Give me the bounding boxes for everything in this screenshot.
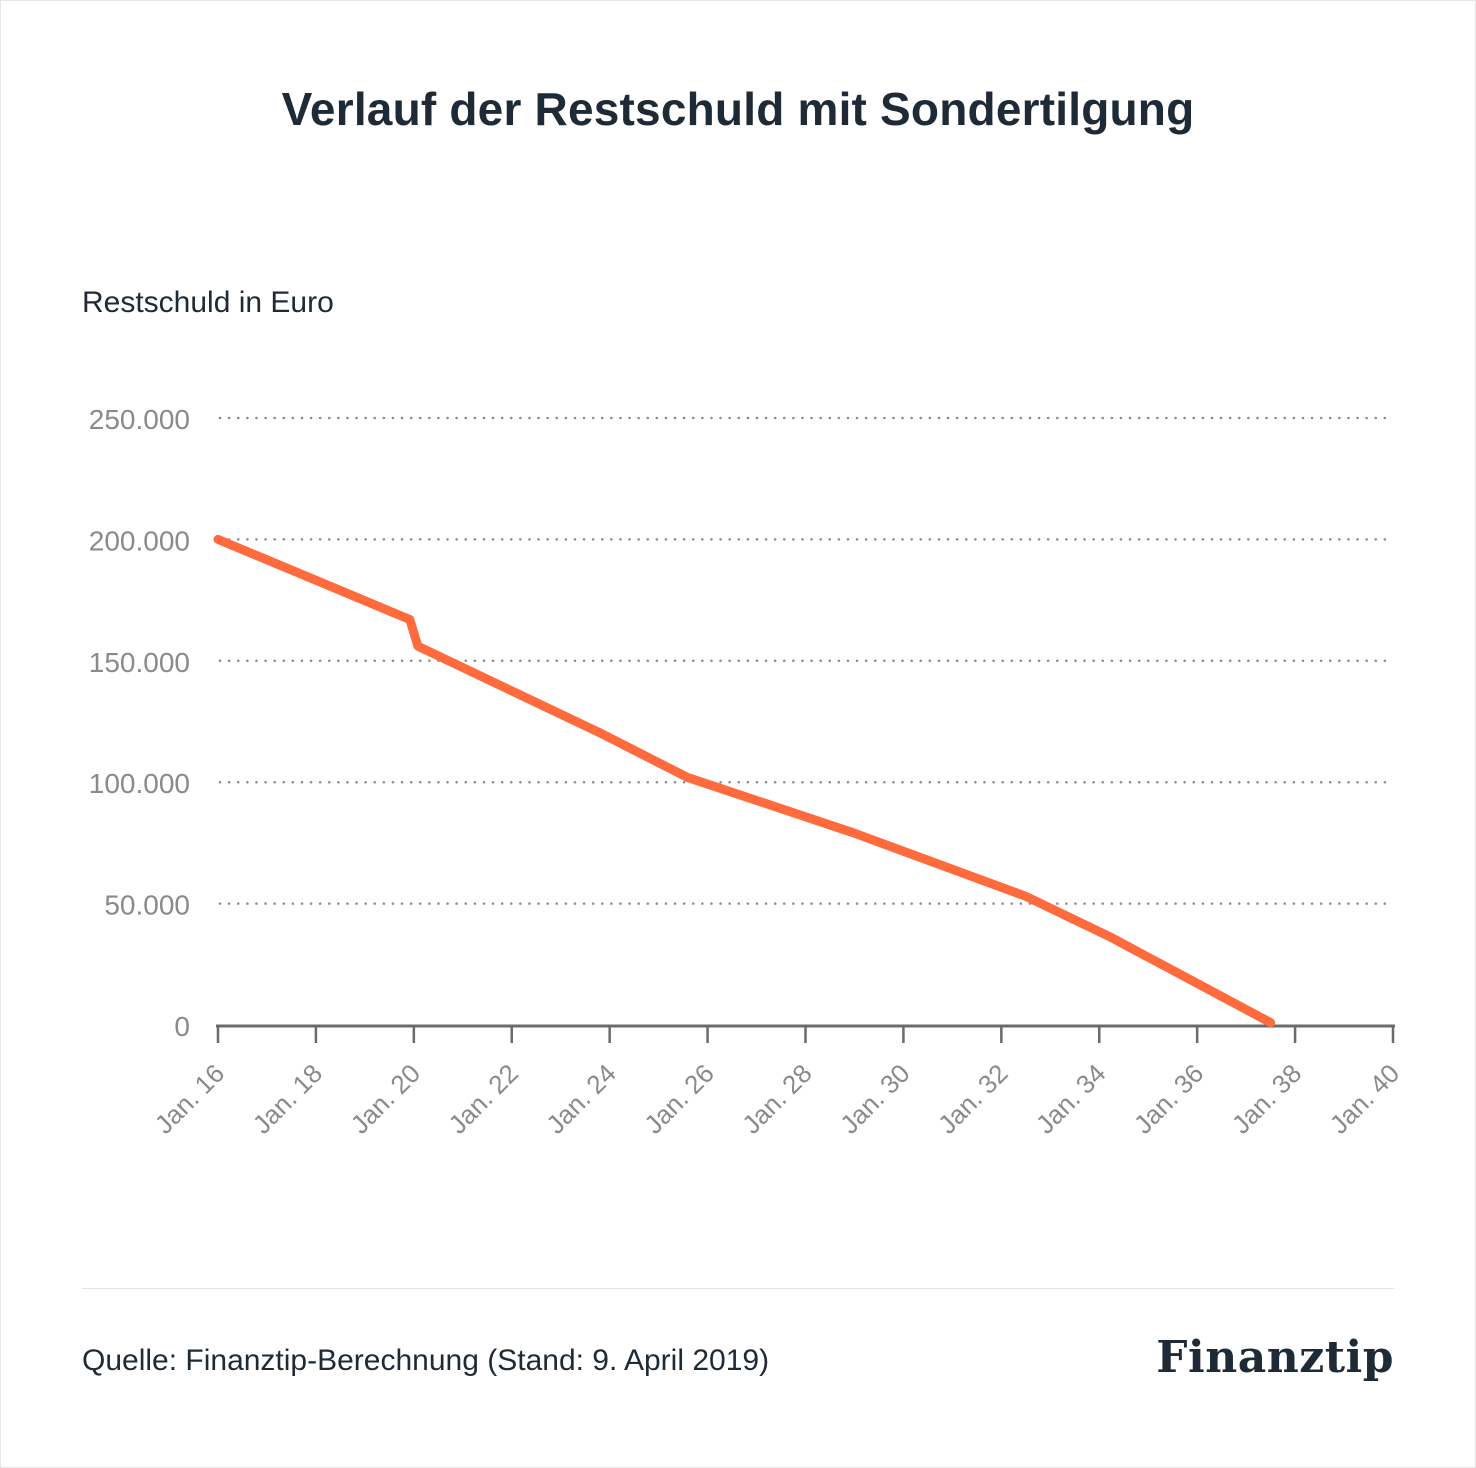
y-tick-label: 0	[174, 1011, 190, 1042]
x-tick-label: Jan. 34	[1030, 1058, 1112, 1140]
footer-divider	[82, 1288, 1394, 1289]
y-tick-label: 200.000	[89, 525, 190, 556]
data-point	[1270, 1022, 1272, 1024]
x-tick-labels: Jan. 16 Jan. 18 Jan. 20 Jan. 22 Jan. 24 Jan. …	[149, 1058, 1406, 1140]
y-tick-label: 150.000	[89, 647, 190, 678]
series-line	[213, 534, 1276, 1028]
source-note: Quelle: Finanztip-Berechnung (Stand: 9. …	[82, 1344, 770, 1377]
data-point	[417, 645, 419, 647]
x-tick-label: Jan. 36	[1128, 1058, 1210, 1140]
x-tick-label: Jan. 40	[1324, 1058, 1406, 1140]
x-tick-label: Jan. 26	[638, 1058, 720, 1140]
finanztip-logo: Finanztip	[1156, 1332, 1394, 1383]
y-tick-label: 50.000	[104, 890, 190, 921]
y-tick-label: 250.000	[89, 404, 190, 435]
x-tick-label: Jan. 22	[442, 1058, 524, 1140]
data-point	[601, 733, 602, 735]
y-tick-label: 100.000	[89, 768, 190, 799]
chart-title: Verlauf der Restschuld mit Sondertilgung	[281, 83, 1195, 135]
data-point	[1111, 937, 1112, 939]
x-tick-label: Jan. 38	[1226, 1058, 1308, 1140]
x-tick-label: Jan. 20	[345, 1058, 427, 1140]
x-tick-label: Jan. 30	[834, 1058, 916, 1140]
x-tick-label: Jan. 24	[540, 1058, 622, 1140]
data-point	[1025, 895, 1027, 897]
data-point	[217, 538, 219, 540]
series-layer	[213, 534, 1276, 1028]
y-tick-labels: 0 50.000 100.000 150.000 200.000 250.000	[89, 404, 190, 1042]
x-tick-label: Jan. 28	[736, 1058, 818, 1140]
data-point	[854, 832, 855, 834]
x-tick-label: Jan. 18	[247, 1058, 329, 1140]
data-point	[409, 619, 411, 620]
data-point	[686, 776, 688, 778]
x-tick-label: Jan. 16	[149, 1058, 231, 1140]
grid-lines	[218, 416, 1395, 905]
y-axis-label: Restschuld in Euro	[82, 286, 334, 319]
x-axis	[216, 1024, 1395, 1043]
x-tick-label: Jan. 32	[932, 1058, 1014, 1140]
